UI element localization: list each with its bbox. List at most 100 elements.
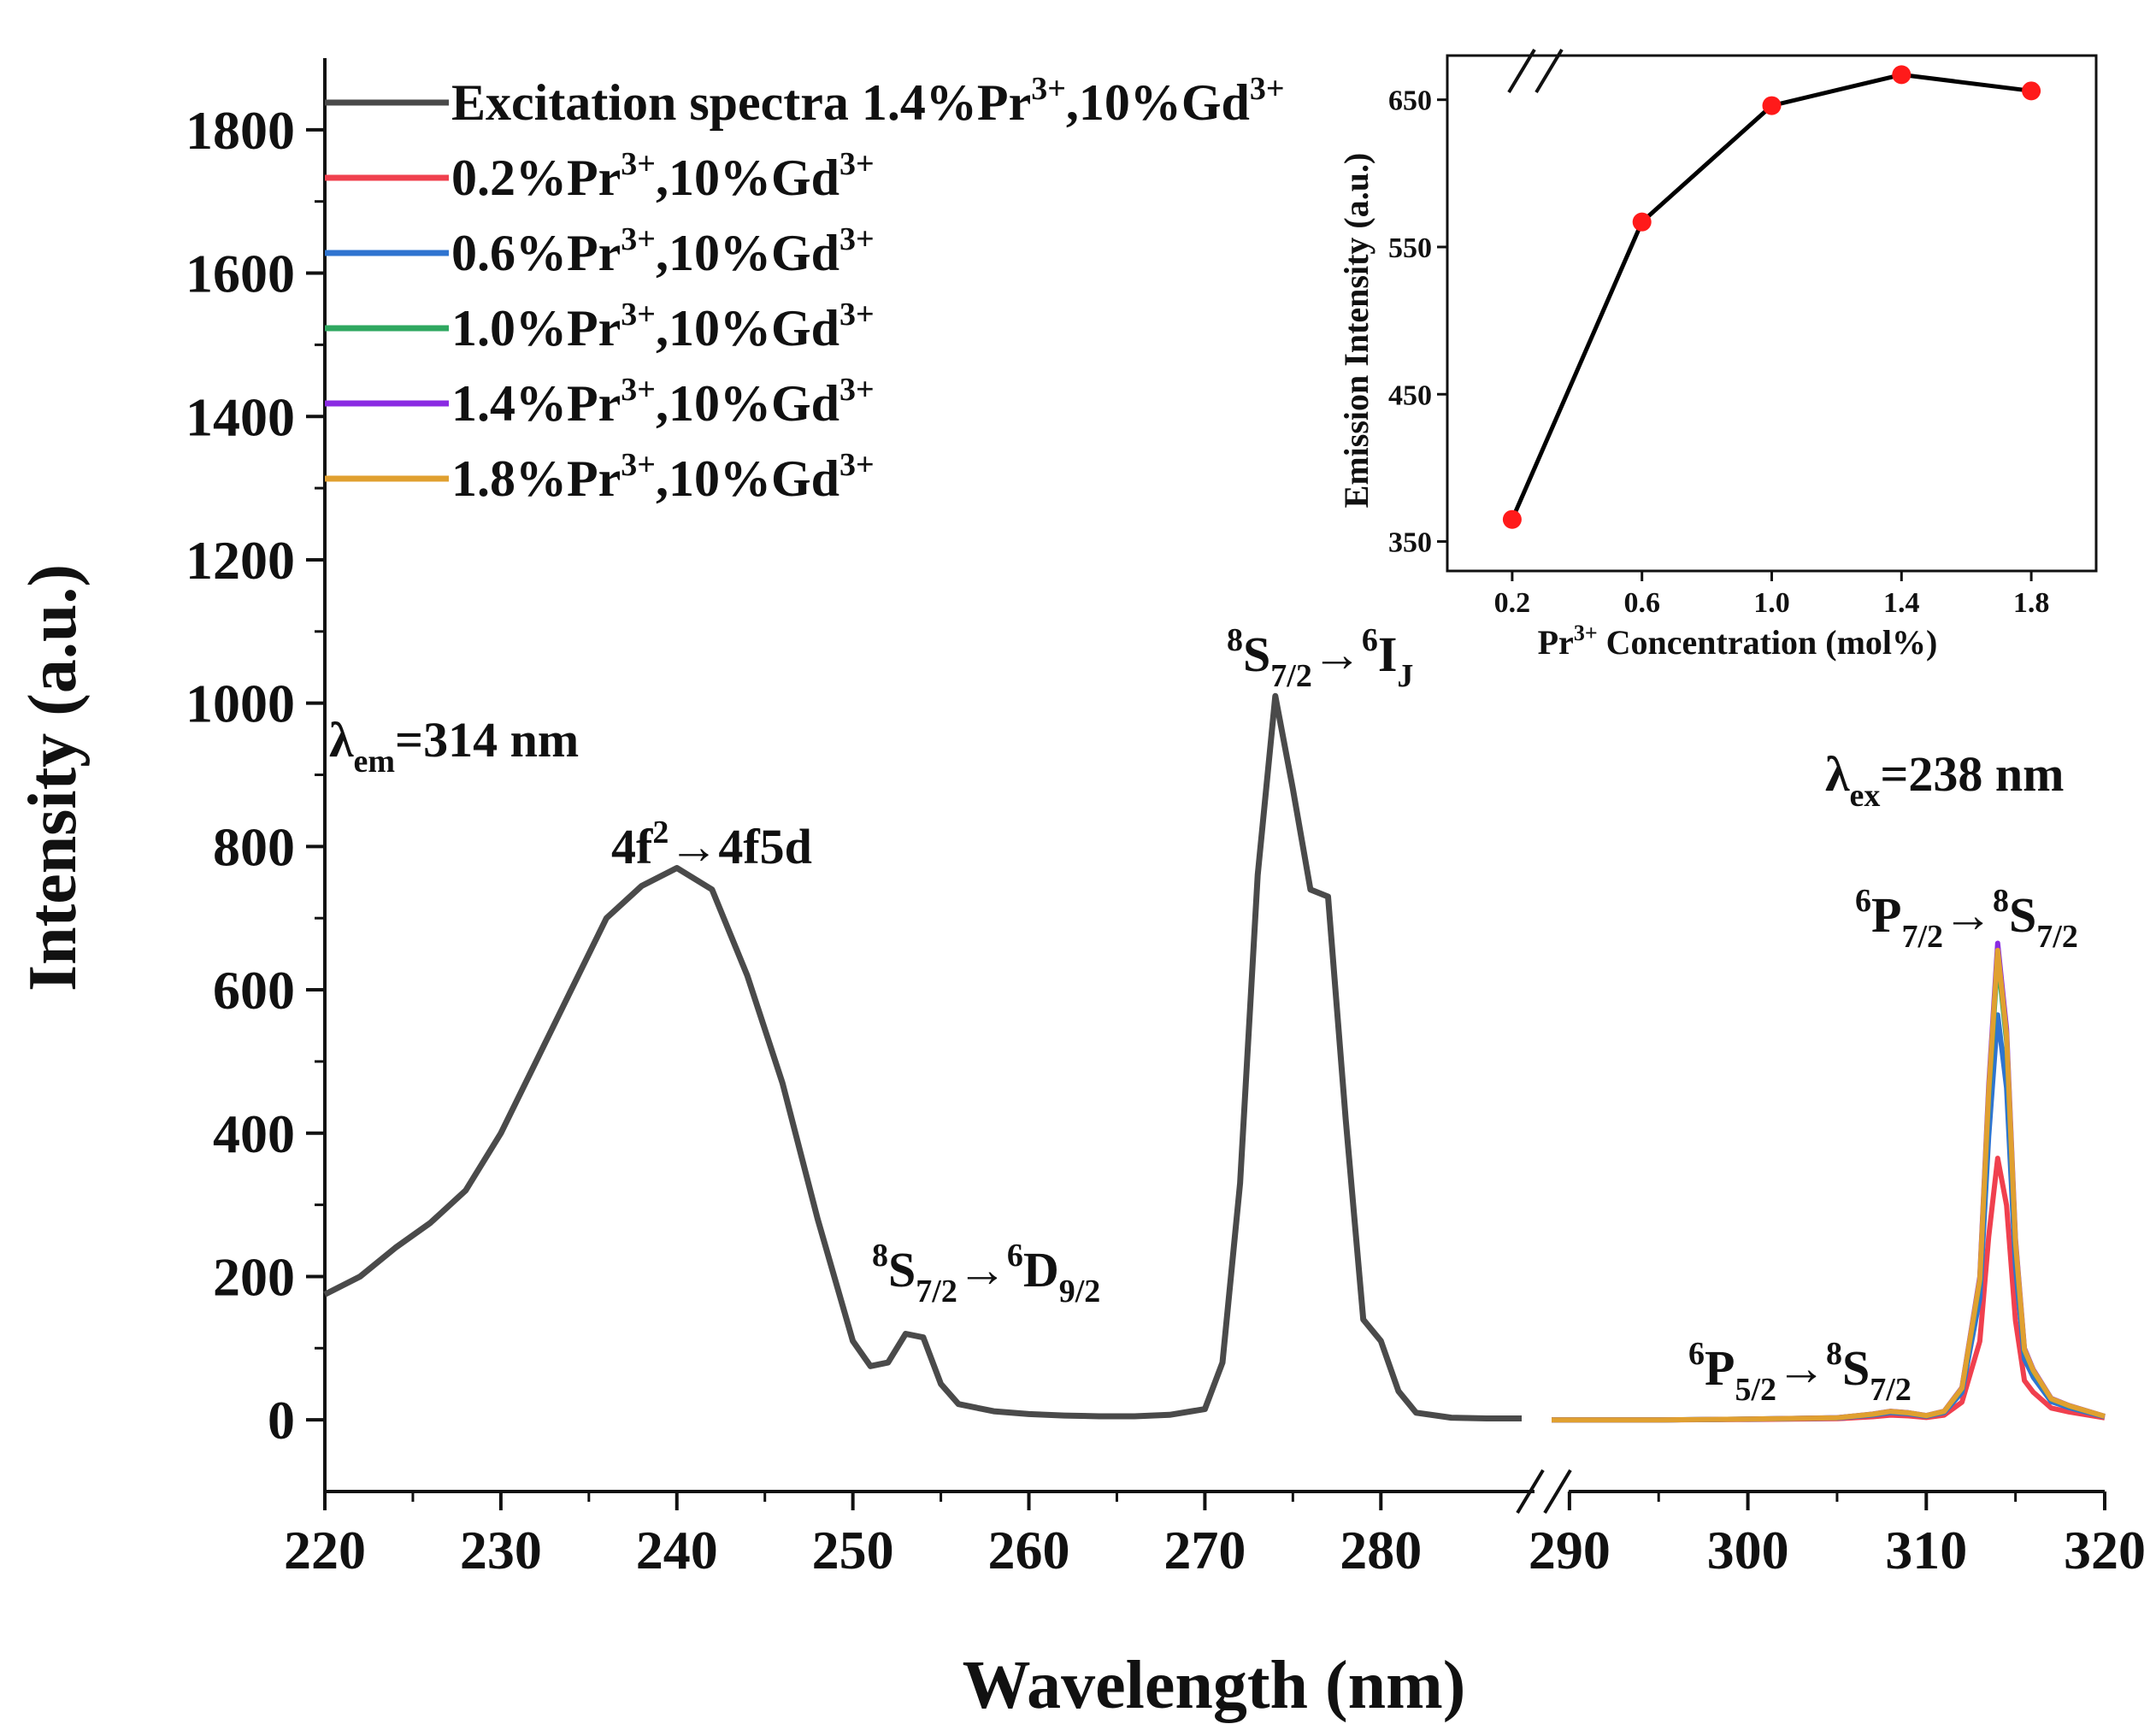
legend: Excitation spectra 1.4%Pr3+,10%Gd3+0.2%P… xyxy=(325,71,1285,507)
x-tick-label: 310 xyxy=(1885,1520,1967,1580)
y-tick-label: 800 xyxy=(213,816,295,877)
anno-sub: 7/2 xyxy=(1870,1372,1912,1408)
band-4f-label: 4f2→4f5d xyxy=(611,815,812,874)
inset-y-tick-label: 350 xyxy=(1388,527,1432,559)
anno-arrow: → xyxy=(1776,1340,1826,1396)
inset-data-point xyxy=(1892,65,1912,85)
legend-label-sup: 3+ xyxy=(621,146,656,182)
anno-part: S xyxy=(888,1242,916,1297)
anno-part: P xyxy=(1705,1340,1735,1396)
band-6p7-label: 6P7/2→8S7/2 xyxy=(1855,883,2078,955)
x-tick-label: 230 xyxy=(460,1520,542,1580)
anno-sub: 7/2 xyxy=(916,1274,957,1309)
inset-data-point xyxy=(2022,81,2041,101)
inset-frame xyxy=(1446,54,2098,573)
inset-y-tick-label: 550 xyxy=(1388,232,1432,264)
band-6i-label: 8S7/2→6IJ xyxy=(1227,622,1413,694)
legend-label-part: ,10%Gd xyxy=(656,300,839,356)
legend-label-sup: 3+ xyxy=(621,447,656,483)
legend-label: 1.0%Pr3+,10%Gd3+ xyxy=(451,297,875,356)
y-tick-label: 600 xyxy=(213,960,295,1021)
legend-label: 1.4%Pr3+,10%Gd3+ xyxy=(451,372,875,432)
legend-label: Excitation spectra 1.4%Pr3+,10%Gd3+ xyxy=(451,71,1285,131)
x-tick-label: 260 xyxy=(988,1520,1070,1580)
legend-label-part: ,10%Gd xyxy=(1066,74,1250,131)
anno-part: S xyxy=(1243,627,1270,682)
legend-label: 0.2%Pr3+,10%Gd3+ xyxy=(451,146,875,206)
x-tick-label: 320 xyxy=(2064,1520,2146,1580)
legend-label-part: 0.6%Pr xyxy=(451,225,621,281)
anno-sub: 7/2 xyxy=(1901,919,1943,955)
legend-label-sup: 3+ xyxy=(621,297,656,332)
y-tick-label: 1400 xyxy=(186,386,295,447)
lambda-em-label: λem=314 nm xyxy=(329,712,579,780)
band-6p5-label: 6P5/2→8S7/2 xyxy=(1688,1336,1912,1408)
anno-sup: 6 xyxy=(1855,883,1871,919)
inset-title-part: Pr xyxy=(1538,623,1574,662)
y-tick-label: 400 xyxy=(213,1103,295,1164)
legend-label-sup: 3+ xyxy=(839,146,875,182)
x-tick-label: 290 xyxy=(1529,1520,1611,1580)
anno-part: =314 nm xyxy=(395,712,579,768)
legend-label-part: 1.4%Pr xyxy=(451,375,621,432)
anno-sup: 8 xyxy=(1227,622,1243,658)
anno-sub: ex xyxy=(1850,778,1881,814)
inset-data-point xyxy=(1632,212,1652,232)
inset-data-point xyxy=(1762,96,1782,115)
anno-sup: 6 xyxy=(1007,1238,1023,1274)
anno-sub: 7/2 xyxy=(2036,919,2078,955)
legend-label-part: ,10%Gd xyxy=(656,450,839,507)
y-tick-label: 0 xyxy=(268,1390,295,1450)
x-tick-label: 240 xyxy=(636,1520,718,1580)
legend-label-part: Excitation spectra 1.4%Pr xyxy=(451,74,1031,131)
legend-label-part: 0.2%Pr xyxy=(451,150,621,206)
anno-part: →4f5d xyxy=(669,819,812,874)
inset-title-sup: 3+ xyxy=(1574,621,1598,645)
anno-sup: 2 xyxy=(652,815,669,850)
legend-label-sup: 3+ xyxy=(1031,71,1066,107)
x-break-mark-2 xyxy=(1543,1468,1572,1515)
anno-arrow: → xyxy=(957,1242,1007,1297)
anno-sub: J xyxy=(1397,658,1413,694)
anno-part: 4f xyxy=(611,819,653,874)
inset-y-axis-title: Emission Intensity (a.u.) xyxy=(1337,153,1375,509)
anno-part: D xyxy=(1023,1242,1059,1297)
inset-x-tick-label: 1.8 xyxy=(2013,587,2050,619)
y-tick-label: 1600 xyxy=(186,244,295,304)
legend-label-part: ,10%Gd xyxy=(656,150,839,206)
legend-label-sup: 3+ xyxy=(621,221,656,257)
anno-part: P xyxy=(1871,887,1901,943)
inset-x-tick-label: 0.2 xyxy=(1494,587,1531,619)
inset-x-tick-label: 0.6 xyxy=(1623,587,1660,619)
x-tick-label: 220 xyxy=(284,1520,366,1580)
legend-label-part: 1.0%Pr xyxy=(451,300,621,356)
inset-y-tick-label: 650 xyxy=(1388,85,1432,117)
y-tick-label: 1800 xyxy=(186,100,295,161)
legend-label-sup: 3+ xyxy=(1250,71,1285,107)
lambda-ex-label: λex=238 nm xyxy=(1825,746,2065,814)
anno-sup: 8 xyxy=(872,1238,888,1274)
anno-sub: 7/2 xyxy=(1270,658,1312,694)
legend-label-sup: 3+ xyxy=(839,447,875,483)
anno-part: =238 nm xyxy=(1880,746,2064,802)
inset-x-tick-label: 1.0 xyxy=(1753,587,1790,619)
y-tick-label: 1000 xyxy=(186,674,295,734)
y-axis-title: Intensity (a.u.) xyxy=(15,564,91,991)
legend-label-sup: 3+ xyxy=(839,372,875,408)
x-axis-title: Wavelength (nm) xyxy=(963,1648,1466,1723)
inset-y-tick-label: 450 xyxy=(1388,380,1432,411)
anno-arrow: → xyxy=(1312,627,1362,682)
y-tick-label: 1200 xyxy=(186,530,295,591)
x-tick-label: 300 xyxy=(1707,1520,1789,1580)
anno-sub: 5/2 xyxy=(1735,1372,1776,1408)
anno-sup: 8 xyxy=(1993,883,2009,919)
legend-label: 1.8%Pr3+,10%Gd3+ xyxy=(451,447,875,507)
inset-data-point xyxy=(1502,509,1522,529)
inset-title-part: Concentration (mol%) xyxy=(1598,623,1938,662)
anno-sub: em xyxy=(354,744,396,780)
legend-label-part: 1.8%Pr xyxy=(451,450,621,507)
inset-series-line xyxy=(1510,72,2032,521)
x-tick-label: 270 xyxy=(1163,1520,1246,1580)
inset-x-tick-label: 1.4 xyxy=(1883,587,1920,619)
y-tick-label: 200 xyxy=(213,1246,295,1307)
